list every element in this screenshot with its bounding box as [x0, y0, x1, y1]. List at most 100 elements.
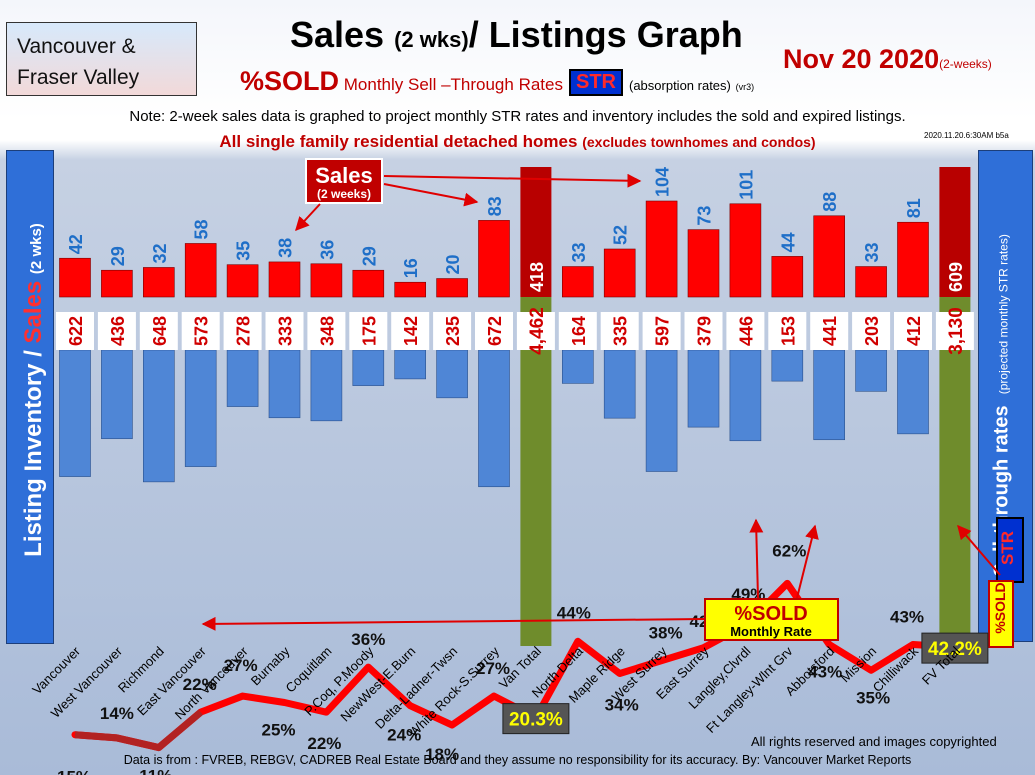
subtitle-sold: %SOLD: [240, 66, 340, 96]
inventory-label-box: [894, 312, 932, 350]
inventory-label-box: [684, 312, 723, 350]
sales-value-label: 36: [317, 240, 337, 260]
str-percent-label: 15%: [57, 768, 91, 775]
sales-callout-sub: (2 weeks): [317, 187, 371, 201]
inventory-bar: [394, 349, 427, 380]
inventory-bar: [561, 349, 594, 384]
report-date: Nov 20 2020(2-weeks): [783, 44, 992, 75]
left-axis-panel: [6, 150, 54, 644]
inventory-value-label: 436: [108, 316, 128, 346]
inventory-bar: [59, 349, 91, 477]
sales-value-label: 29: [359, 246, 379, 266]
sales-bar: [101, 269, 133, 298]
region-line-2: Fraser Valley: [17, 66, 140, 89]
sales-value-label: 16: [401, 258, 421, 278]
callouts: Sales (2 weeks) %SOLD Monthly Rate: [201, 158, 1001, 641]
sales-bar: [268, 261, 301, 298]
sales-value-label: 35: [234, 241, 254, 261]
sales-callout-box: [305, 158, 383, 204]
str-percent-label: 43%: [890, 608, 924, 627]
inventory-label-box: [181, 312, 220, 350]
inventory-bar: [855, 349, 887, 392]
inventory-value-label: 573: [192, 316, 212, 346]
inventory-label-box: [349, 312, 388, 350]
sales-value-label: 32: [150, 243, 170, 263]
str-percent-label: 38%: [649, 624, 683, 643]
str-total-label: 20.3%: [509, 710, 563, 731]
sales-bar: [771, 256, 804, 298]
inventory-value-label: 441: [820, 316, 840, 346]
date-note: (2-weeks): [939, 57, 992, 71]
str-percent-label: 36%: [351, 630, 385, 649]
inventory-label-box: [433, 312, 472, 350]
str-percent-label: 34%: [605, 696, 639, 715]
sold-callout-box: [704, 598, 839, 641]
timestamp: 2020.11.20.6:30AM b5a: [924, 131, 1009, 140]
value-labels: 622 42 436 29 648 32 573 58 278 35 333 38 348 36 175 29…: [56, 167, 974, 355]
sales-bar: [897, 221, 929, 298]
inventory-label-box: [852, 312, 891, 350]
inventory-bar: [310, 349, 343, 422]
inventory-label-box: [558, 312, 597, 350]
footer-rights: All rights reserved and images copyright…: [751, 734, 997, 749]
sales-bar: [226, 264, 259, 298]
inventory-bar: [101, 349, 133, 440]
sales-bar: [729, 203, 762, 298]
sales-value-label: 33: [569, 243, 589, 263]
sales-bar: [143, 267, 175, 298]
sales-bar: [478, 220, 510, 298]
main-title: Sales (2 wks)/ Listings Graph: [290, 14, 743, 56]
sales-bar: [352, 269, 385, 298]
sales-value-label: 609: [946, 262, 966, 292]
chart-note: Note: 2-week sales data is graphed to pr…: [129, 108, 906, 125]
inventory-value-label: 333: [276, 316, 296, 346]
inventory-bar: [436, 349, 468, 399]
scope-main: All single family residential detached h…: [219, 132, 578, 151]
subtitle-version: (vr3): [735, 82, 755, 92]
inventory-value-label: 4,462: [527, 307, 548, 355]
inventory-value-label: 203: [862, 316, 882, 346]
inventory-bar: [226, 349, 259, 407]
inventory-value-label: 3,130: [946, 307, 967, 355]
inventory-value-label: 142: [401, 316, 421, 346]
str-percent-label: 14%: [100, 704, 134, 723]
str-percent-label: 24%: [387, 726, 421, 745]
sales-value-label: 83: [485, 196, 505, 216]
sold-arrow-richmond: [201, 616, 705, 631]
sales-bar: [645, 200, 678, 298]
inventory-bar: [813, 349, 846, 441]
sales-value-label: 73: [695, 206, 715, 226]
inventory-bar: [771, 349, 804, 382]
total-inventory-bar: [520, 297, 552, 646]
str-badge: STR: [568, 69, 623, 96]
str-percent-label: 11%: [139, 767, 172, 775]
inventory-label-box: [97, 312, 136, 350]
sales-bars: [59, 167, 971, 298]
str-percent-label: 43%: [808, 663, 842, 682]
scope-paren: (excludes townhomes and condos): [582, 134, 816, 150]
sold-callout-text: %SOLD: [734, 603, 807, 625]
inventory-label-box: [223, 312, 262, 350]
inventory-label-box: [642, 312, 681, 350]
inventory-value-label: 412: [904, 316, 924, 346]
str-percent-label: 27%: [224, 656, 258, 675]
inventory-bar: [897, 349, 929, 435]
inventory-bar: [268, 349, 301, 419]
footer-source: Data is from : FVREB, REBGV, CADREB Real…: [123, 753, 912, 767]
sales-arrow-west-surrey: [383, 173, 642, 188]
sales-callout-text: Sales: [315, 163, 373, 188]
sales-value-label: 101: [736, 170, 756, 200]
subtitle-absorb: (absorption rates): [628, 78, 731, 93]
str-percent-label: 25%: [261, 721, 295, 740]
str-percent-label: 62%: [772, 541, 806, 560]
inventory-value-label: 164: [569, 316, 589, 346]
inventory-label-box: [475, 312, 513, 350]
sold-arrow-abbotsford: [796, 524, 819, 599]
sales-bar: [855, 266, 887, 298]
sales-bar: [394, 281, 427, 298]
sales-bar: [687, 229, 720, 298]
region-line-1: Vancouver &: [17, 35, 136, 58]
total-sales-bar: [520, 167, 552, 297]
